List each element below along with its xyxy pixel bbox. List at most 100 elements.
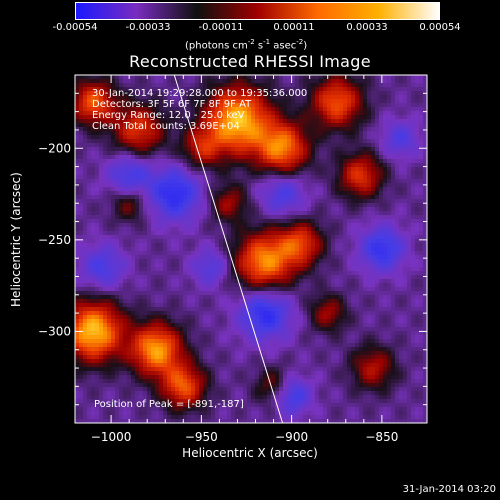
heatmap-cell <box>107 115 112 120</box>
heatmap-cell <box>147 267 152 272</box>
heatmap-cell <box>331 159 336 164</box>
heatmap-cell <box>315 139 320 144</box>
heatmap-cell <box>95 203 100 208</box>
heatmap-cell <box>379 111 384 116</box>
heatmap-cell <box>171 123 176 128</box>
heatmap-cell <box>363 151 368 156</box>
heatmap-cell <box>243 131 248 136</box>
heatmap-cell <box>255 267 260 272</box>
heatmap-cell <box>371 235 376 240</box>
heatmap-cell <box>195 103 200 108</box>
heatmap-cell <box>299 255 304 260</box>
heatmap-cell <box>239 123 244 128</box>
heatmap-cell <box>151 239 156 244</box>
heatmap-cell <box>299 295 304 300</box>
heatmap-cell <box>175 139 180 144</box>
heatmap-cell <box>343 187 348 192</box>
heatmap-cell <box>255 259 260 264</box>
heatmap-cell <box>307 299 312 304</box>
heatmap-cell <box>271 155 276 160</box>
heatmap-cell <box>335 295 340 300</box>
heatmap-cell <box>343 99 348 104</box>
heatmap-cell <box>291 127 296 132</box>
heatmap-cell <box>255 203 260 208</box>
heatmap-cell <box>127 119 132 124</box>
heatmap-cell <box>399 151 404 156</box>
heatmap-cell <box>407 83 412 88</box>
heatmap-cell <box>239 203 244 208</box>
heatmap-cell <box>147 299 152 304</box>
heatmap-cell <box>199 115 204 120</box>
heatmap-cell <box>283 299 288 304</box>
heatmap-cell <box>147 171 152 176</box>
heatmap-cell <box>383 239 388 244</box>
heatmap-cell <box>199 207 204 212</box>
heatmap-cell <box>343 171 348 176</box>
heatmap-cell <box>83 255 88 260</box>
heatmap-cell <box>239 95 244 100</box>
heatmap-cell <box>331 179 336 184</box>
heatmap-cell <box>251 175 256 180</box>
heatmap-cell <box>231 175 236 180</box>
heatmap-cell <box>99 111 104 116</box>
heatmap-cell <box>207 239 212 244</box>
heatmap-cell <box>283 167 288 172</box>
heatmap-cell <box>359 199 364 204</box>
heatmap-cell <box>375 119 380 124</box>
heatmap-cell <box>147 159 152 164</box>
heatmap-cell <box>327 119 332 124</box>
heatmap-cell <box>391 223 396 228</box>
heatmap-cell <box>339 231 344 236</box>
heatmap-cell <box>135 299 140 304</box>
heatmap-cell <box>331 155 336 160</box>
heatmap-cell <box>171 195 176 200</box>
heatmap-cell <box>259 203 264 208</box>
heatmap-cell <box>103 243 108 248</box>
heatmap-cell <box>83 151 88 156</box>
heatmap-cell <box>251 75 256 80</box>
heatmap-cell <box>347 147 352 152</box>
heatmap-cell <box>183 243 188 248</box>
heatmap-cell <box>275 191 280 196</box>
heatmap-cell <box>75 263 80 268</box>
heatmap-cell <box>139 239 144 244</box>
heatmap-cell <box>271 127 276 132</box>
heatmap-cell <box>387 195 392 200</box>
heatmap-cell <box>303 235 308 240</box>
heatmap-cell <box>119 127 124 132</box>
heatmap-cell <box>103 123 108 128</box>
heatmap-cell <box>75 267 80 272</box>
heatmap-cell <box>299 287 304 292</box>
heatmap-cell <box>423 167 427 172</box>
heatmap-cell <box>299 147 304 152</box>
heatmap-cell <box>271 99 276 104</box>
heatmap-cell <box>239 159 244 164</box>
heatmap-cell <box>303 263 308 268</box>
heatmap-cell <box>279 271 284 276</box>
heatmap-cell <box>175 275 180 280</box>
heatmap-cell <box>191 263 196 268</box>
heatmap-cell <box>323 135 328 140</box>
heatmap-cell <box>219 267 224 272</box>
heatmap-cell <box>335 243 340 248</box>
heatmap-cell <box>379 143 384 148</box>
heatmap-cell <box>375 271 380 276</box>
heatmap-cell <box>407 111 412 116</box>
heatmap-cell <box>127 255 132 260</box>
heatmap-cell <box>319 279 324 284</box>
heatmap-cell <box>391 179 396 184</box>
heatmap-cell <box>391 95 396 100</box>
heatmap-cell <box>103 215 108 220</box>
heatmap-cell <box>159 131 164 136</box>
heatmap-cell <box>135 287 140 292</box>
heatmap-cell <box>403 255 408 260</box>
heatmap-cell <box>367 87 372 92</box>
heatmap-cell <box>195 227 200 232</box>
heatmap-cell <box>75 239 80 244</box>
heatmap-cell <box>167 119 172 124</box>
heatmap-cell <box>131 251 136 256</box>
heatmap-cell <box>287 135 292 140</box>
heatmap-cell <box>231 295 236 300</box>
heatmap-cell <box>139 215 144 220</box>
heatmap-cell <box>339 263 344 268</box>
